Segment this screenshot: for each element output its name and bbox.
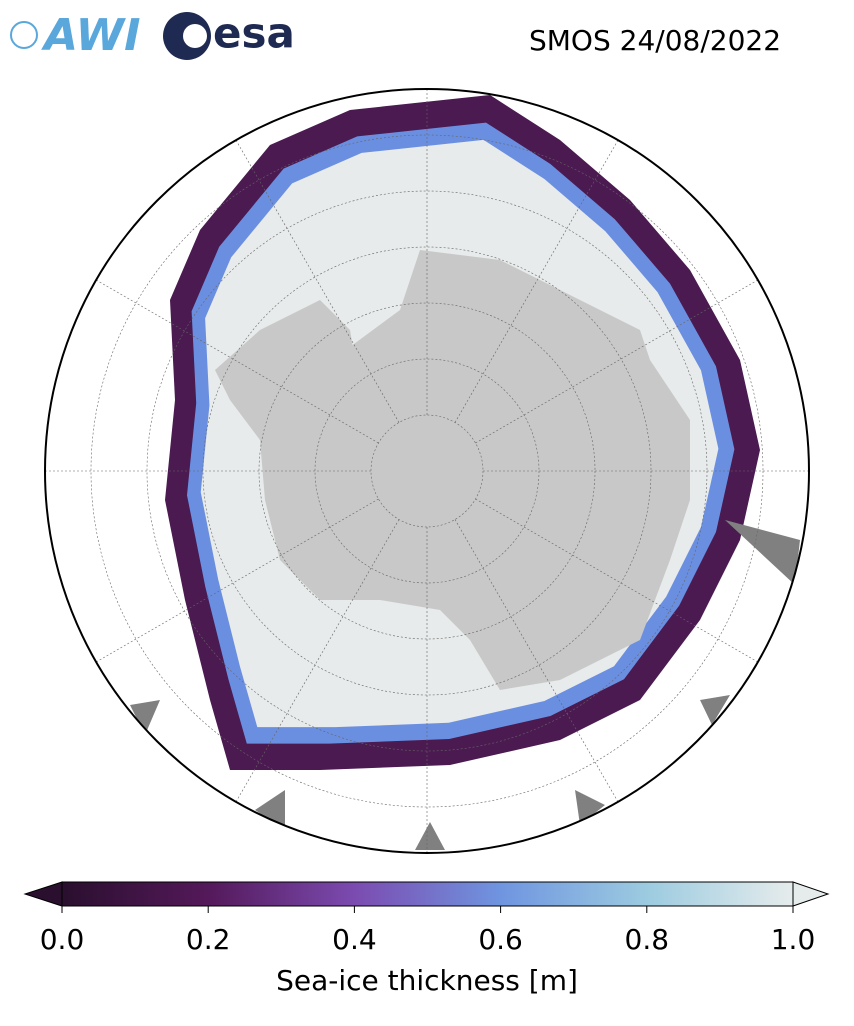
map-border xyxy=(44,88,810,854)
graticule xyxy=(45,89,809,853)
title: SMOS 24/08/2022 xyxy=(529,24,781,57)
colorbar-ramp xyxy=(61,881,794,907)
colorbar-extend-high xyxy=(792,881,830,907)
awi-logo: AWI xyxy=(10,10,141,61)
colorbar-extend-low xyxy=(23,881,63,907)
colorbar: 0.0 0.2 0.4 0.6 0.8 1.0 xyxy=(23,881,830,956)
map xyxy=(45,89,809,853)
esa-logo: esa xyxy=(163,9,295,60)
colorbar-label: Sea-ice thickness [m] xyxy=(276,964,578,997)
colorbar-tick-label: 0.4 xyxy=(332,923,377,956)
colorbar-tick-label: 0.8 xyxy=(625,923,670,956)
colorbar-tick-label: 0.2 xyxy=(186,923,231,956)
logo-text: esa xyxy=(213,9,295,58)
antarctica xyxy=(215,250,690,690)
logo-text: AWI xyxy=(41,10,141,61)
colorbar-tick-label: 1.0 xyxy=(771,923,816,956)
colorbar-tick-label: 0.6 xyxy=(478,923,523,956)
colorbar-tick-label: 0.0 xyxy=(40,923,85,956)
